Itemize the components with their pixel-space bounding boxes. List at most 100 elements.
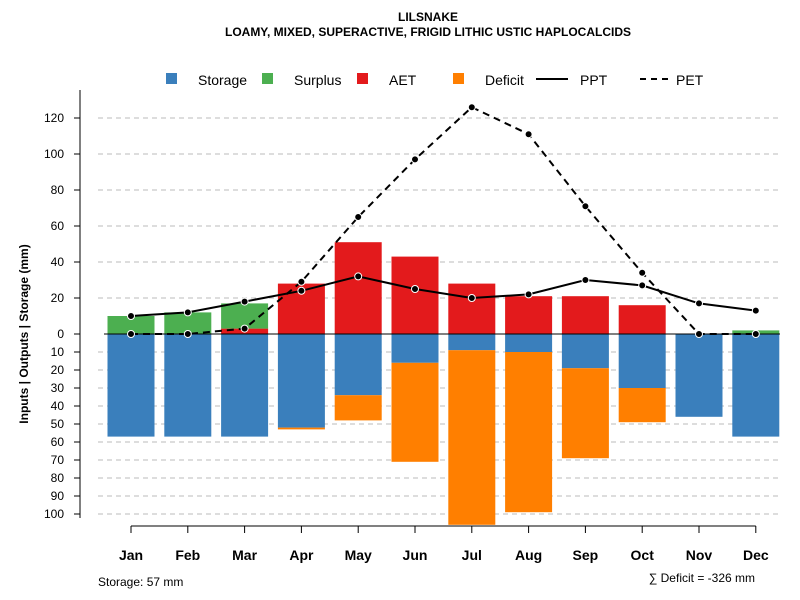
point-ppt (581, 276, 590, 284)
point-ppt (411, 285, 419, 293)
bar-storage (391, 334, 439, 363)
y-tick-label: 100 (44, 507, 64, 521)
point-pet (240, 324, 249, 333)
x-tick-label: Jun (403, 547, 428, 563)
x-tick-label: Aug (515, 547, 542, 563)
legend-swatch-deficit (453, 73, 464, 84)
point-ppt (467, 294, 476, 302)
bar-deficit (448, 350, 496, 525)
y-tick-label: 90 (51, 489, 65, 503)
point-pet (127, 330, 135, 338)
y-tick-label: 0 (57, 327, 64, 341)
bar-storage (732, 334, 780, 437)
bar-storage (618, 334, 666, 388)
y-tick-label: 60 (51, 435, 65, 449)
point-ppt (354, 272, 363, 281)
x-tick-label: Mar (232, 547, 257, 563)
y-tick-label: 120 (44, 111, 64, 125)
legend-label-storage: Storage (198, 72, 247, 88)
x-tick-label: Jan (119, 547, 143, 563)
line-ppt (130, 275, 756, 317)
legend-label-aet: AET (389, 72, 417, 88)
x-tick-label: Feb (175, 547, 200, 563)
bar-deficit (505, 352, 553, 513)
point-ppt (183, 308, 192, 317)
y-tick-label: 80 (51, 183, 65, 197)
point-ppt (240, 297, 249, 306)
bar-aet (618, 305, 666, 334)
x-tick-label: Dec (743, 547, 769, 563)
bar-deficit (391, 362, 439, 462)
line-pet (131, 106, 756, 335)
bar-deficit (618, 388, 666, 423)
bar-aet (505, 296, 553, 334)
bar-surplus (164, 312, 212, 334)
point-pet (354, 213, 363, 221)
y-tick-label: 70 (51, 453, 65, 467)
point-pet (467, 103, 476, 112)
point-ppt (751, 306, 760, 315)
series-lines (127, 103, 760, 338)
point-pet (183, 330, 192, 338)
legend-swatch-storage (166, 73, 177, 84)
legend-label-surplus: Surplus (294, 72, 341, 88)
bar-deficit (561, 368, 609, 459)
bar-storage (505, 334, 553, 352)
y-tick-label: 40 (51, 399, 65, 413)
point-pet (751, 330, 760, 338)
y-tick-label: 80 (51, 471, 65, 485)
bar-aet (391, 256, 439, 334)
legend: Storage Surplus AET Deficit PPT PET (166, 72, 704, 88)
bar-aet (448, 283, 496, 334)
legend-label-pet: PET (676, 72, 704, 88)
bar-surplus (107, 316, 155, 334)
axes: 0 20 40 60 80 100 120 10 20 30 40 50 60 70 80 90 100 Jan F… (44, 90, 769, 563)
y-tick-label: 10 (51, 345, 65, 359)
chart-subtitle: LOAMY, MIXED, SUPERACTIVE, FRIGID LITHIC… (225, 25, 631, 39)
chart-title: LILSNAKE (398, 10, 458, 24)
y-axis-title: Inputs | Outputs | Storage (mm) (17, 244, 31, 423)
y-tick-label: 60 (51, 219, 65, 233)
storage-footnote: Storage: 57 mm (98, 575, 183, 589)
bar-storage (675, 334, 723, 417)
bar-storage (334, 334, 382, 396)
point-ppt (638, 281, 647, 290)
bars (107, 242, 780, 525)
point-pet (638, 268, 647, 277)
bar-storage (107, 334, 155, 437)
legend-swatch-aet (357, 73, 368, 84)
x-tick-label: Nov (686, 547, 713, 563)
y-tick-label: 50 (51, 417, 65, 431)
point-ppt (127, 312, 135, 320)
point-ppt (297, 286, 306, 295)
x-tick-label: Jul (462, 547, 482, 563)
bar-storage (277, 334, 325, 428)
x-tick-label: May (345, 547, 372, 563)
legend-label-ppt: PPT (580, 72, 608, 88)
y-tick-label: 20 (51, 291, 65, 305)
point-pet (695, 330, 703, 338)
y-tick-label: 100 (44, 147, 64, 161)
point-ppt (695, 299, 703, 308)
bar-aet (561, 296, 609, 334)
point-pet (411, 155, 419, 164)
y-tick-label: 40 (51, 255, 65, 269)
bar-deficit (277, 427, 325, 430)
x-tick-label: Sep (573, 547, 599, 563)
x-tick-label: Oct (631, 547, 655, 563)
bar-aet (334, 242, 382, 334)
x-tick-label: Apr (289, 547, 314, 563)
deficit-footnote: ∑ Deficit = -326 mm (649, 571, 755, 585)
bar-storage (448, 334, 496, 351)
point-pet (581, 202, 590, 211)
bar-storage (164, 334, 212, 437)
y-tick-label: 30 (51, 381, 65, 395)
point-pet (297, 277, 306, 286)
y-tick-label: 20 (51, 363, 65, 377)
legend-swatch-surplus (262, 73, 273, 84)
bar-storage (561, 334, 609, 369)
bar-deficit (334, 395, 382, 421)
legend-label-deficit: Deficit (485, 72, 524, 88)
bar-storage (221, 334, 269, 437)
